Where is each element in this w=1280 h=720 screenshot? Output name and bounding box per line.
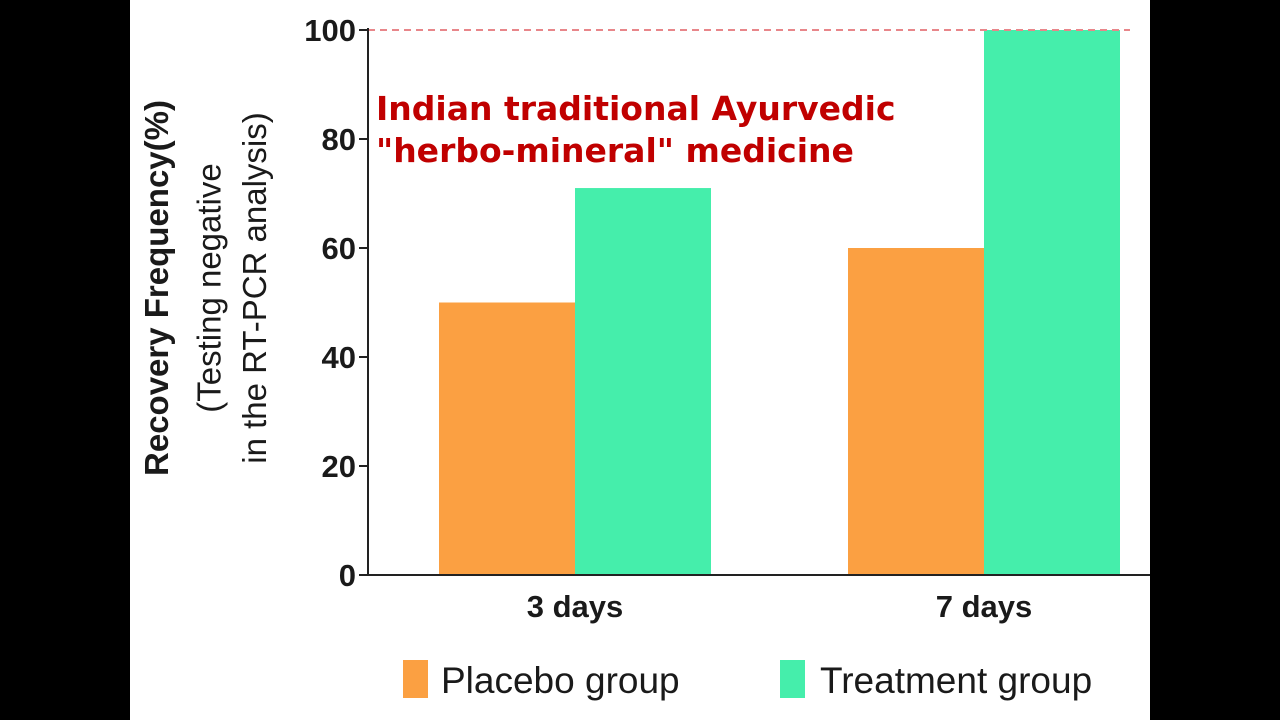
y-axis-label-line-3: in the RT-PCR analysis) [235,112,273,464]
y-tick-label-20: 20 [322,449,356,484]
bars-group [439,30,1120,576]
x-ticks-group: 3 days 7 days [527,589,1033,624]
y-axis-label-line-2: (Testing negative [190,163,228,413]
annotation-line-2: "herbo-mineral" medicine [376,131,854,170]
axes-group [367,28,1150,576]
y-axis-label-line-1: Recovery Frequency(%) [137,100,175,476]
y-tick-label-100: 100 [304,13,356,48]
y-tick-label-0: 0 [339,558,356,593]
y-tick-label-40: 40 [322,340,356,375]
y-tick-label-80: 80 [322,122,356,157]
x-tick-label-2: 7 days [936,589,1033,624]
y-ticks-group: 0 20 40 60 80 100 [304,13,368,593]
y-tick-label-60: 60 [322,231,356,266]
x-tick-label-1: 3 days [527,589,624,624]
legend-label-placebo: Placebo group [441,660,680,701]
legend: Placebo group Treatment group [403,660,1092,701]
legend-swatch-treatment [780,660,805,698]
chart-annotation: Indian traditional Ayurvedic "herbo-mine… [376,88,896,172]
bar-placebo-1 [439,302,575,575]
legend-label-treatment: Treatment group [820,660,1092,701]
bar-placebo-2 [848,248,984,575]
bar-treatment-1 [575,188,711,576]
bar-treatment-2 [984,30,1120,575]
annotation-line-1: Indian traditional Ayurvedic [376,89,896,128]
legend-swatch-placebo [403,660,428,698]
